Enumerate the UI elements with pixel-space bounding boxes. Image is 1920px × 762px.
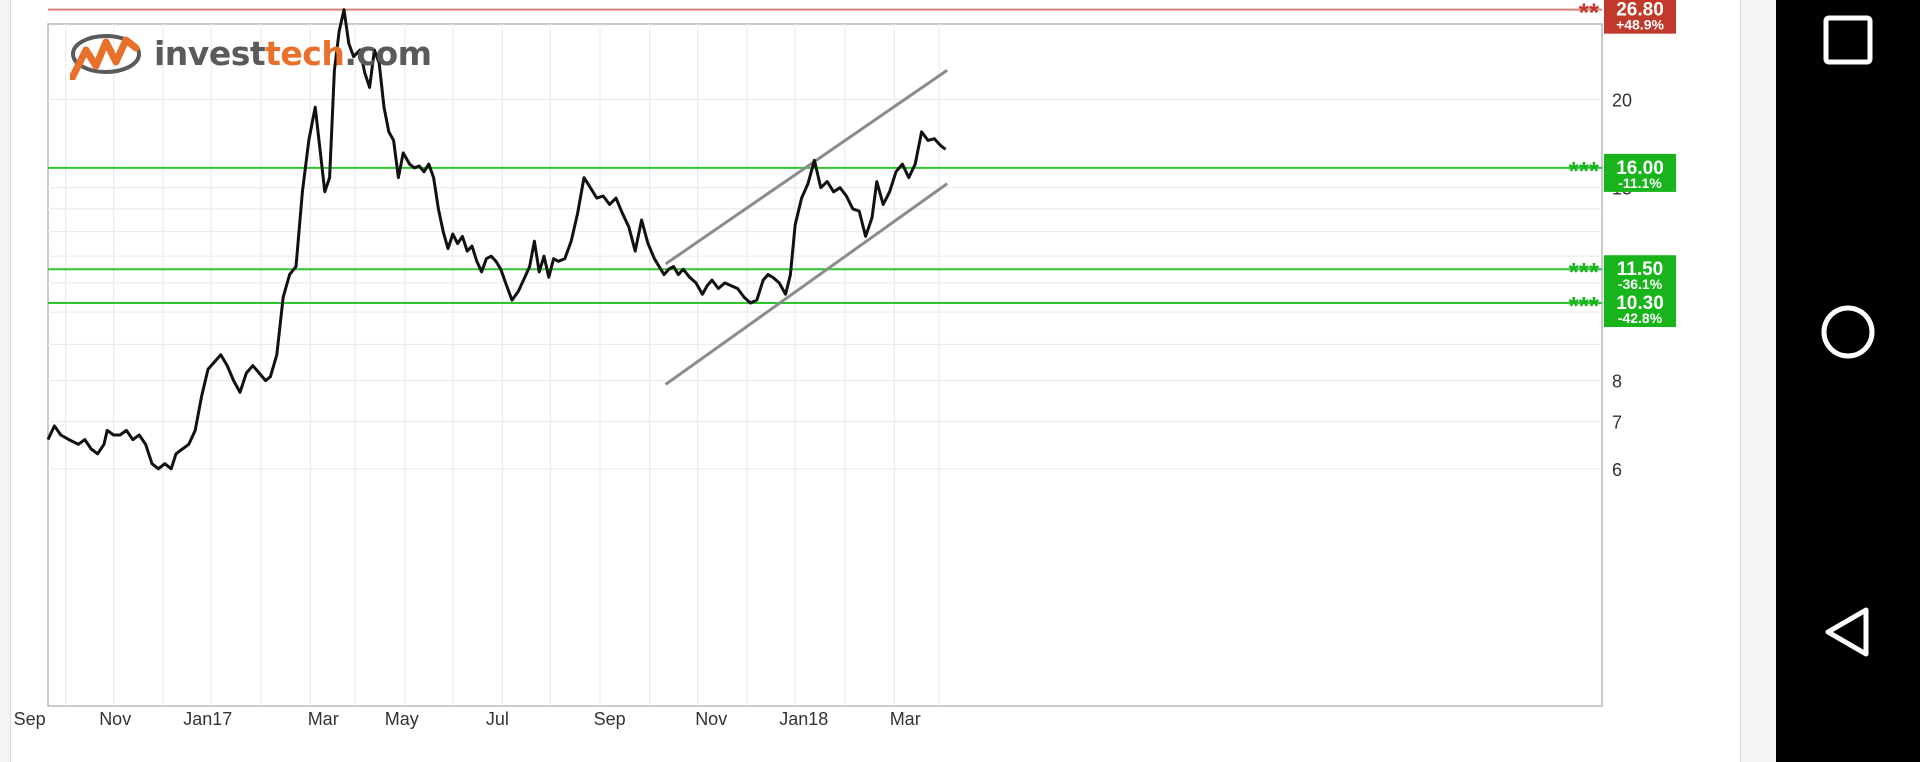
circle-icon <box>1821 305 1875 359</box>
level-value: 11.50 <box>1617 259 1664 280</box>
x-tick-label: Mar <box>308 709 339 729</box>
logo-text-invest: invest <box>154 33 266 73</box>
level-percent: -42.8% <box>1618 310 1663 326</box>
y-tick-label: 8 <box>1612 372 1622 392</box>
trend-channel-line <box>664 68 949 266</box>
trend-channel <box>664 68 949 386</box>
level-stars: ** <box>1579 0 1600 28</box>
y-tick-label: 6 <box>1612 460 1622 480</box>
investtech-logo: investtech.com <box>70 26 432 80</box>
x-tick-label: Jan17 <box>183 709 232 729</box>
price-line <box>46 8 947 471</box>
triangle-back-icon <box>1825 607 1869 657</box>
axis-layer: SepNovJan17MarMayJulSepNovJan18Mar302015… <box>14 90 1632 729</box>
logo-text-domain: .com <box>344 33 432 73</box>
level-badge <box>1604 255 1676 294</box>
level-badge <box>1604 153 1676 192</box>
y-tick-label: 20 <box>1612 90 1632 110</box>
x-tick-label: Nov <box>99 709 131 729</box>
x-tick-label: May <box>385 709 419 729</box>
level-labels: ** 26.80+48.9% *** 16.00-11.1% *** 11.50-36.1… <box>1569 0 1676 328</box>
y-tick-label: 7 <box>1612 413 1622 433</box>
trend-channel-line <box>664 182 949 386</box>
x-tick-label: Sep <box>14 709 46 729</box>
x-tick-label: Jan18 <box>779 709 828 729</box>
level-value: 26.80 <box>1616 0 1664 21</box>
price-chart: SepNovJan17MarMayJulSepNovJan18Mar302015… <box>14 0 1676 729</box>
plot-frame <box>47 23 1603 707</box>
level-percent: +48.9% <box>1616 17 1664 33</box>
x-tick-label: Nov <box>695 709 727 729</box>
logo-text-tech: tech <box>265 33 345 73</box>
back-button[interactable] <box>1808 592 1888 672</box>
level-stars: *** <box>1569 156 1600 186</box>
grid-layer <box>47 23 1603 707</box>
logo-text: investtech.com <box>154 34 432 73</box>
left-edge-strip <box>0 0 11 762</box>
android-nav-bar <box>1776 0 1920 762</box>
level-percent: -11.1% <box>1618 175 1662 191</box>
level-value: 16.00 <box>1616 158 1664 179</box>
level-percent: -36.1% <box>1618 276 1663 292</box>
x-tick-label: Jul <box>486 709 509 729</box>
level-badge <box>1604 289 1676 328</box>
price-series <box>46 8 947 471</box>
home-button[interactable] <box>1808 292 1888 372</box>
x-tick-label: Sep <box>594 709 626 729</box>
x-tick-label: Mar <box>890 709 921 729</box>
right-edge-strip <box>1740 0 1777 762</box>
recents-button[interactable] <box>1808 0 1888 80</box>
square-icon <box>1823 15 1873 65</box>
level-stars: *** <box>1569 257 1600 287</box>
level-stars: *** <box>1569 291 1600 321</box>
level-badge <box>1604 0 1676 34</box>
investtech-logo-icon <box>70 34 141 80</box>
level-value: 10.30 <box>1616 293 1664 314</box>
